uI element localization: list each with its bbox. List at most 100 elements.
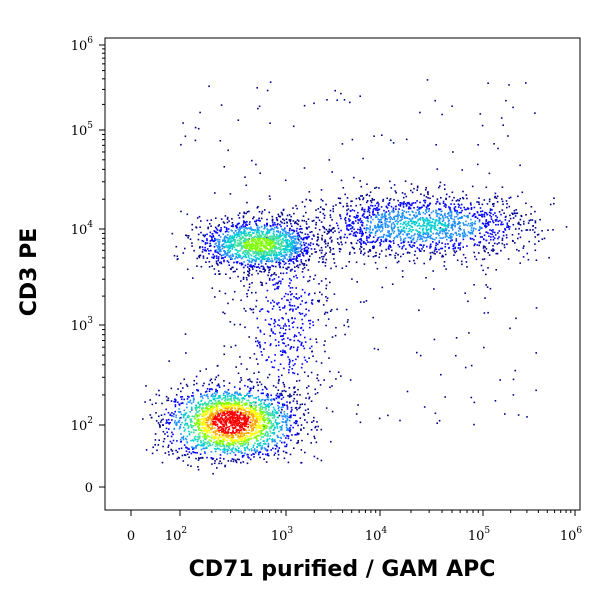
event-dot: [287, 299, 289, 302]
event-dot: [219, 253, 221, 256]
event-dot: [317, 425, 319, 428]
event-dot: [256, 449, 258, 452]
event-dot: [205, 394, 207, 397]
event-dot: [277, 449, 280, 452]
event-dot: [233, 398, 236, 400]
event-dot: [289, 308, 292, 310]
event-dot: [456, 259, 459, 262]
event-dot: [238, 237, 241, 240]
event-dot: [289, 254, 291, 256]
event-dot: [233, 261, 235, 264]
event-dot: [249, 248, 252, 251]
event-dot: [260, 432, 263, 434]
event-dot: [234, 459, 237, 462]
event-dot: [274, 236, 276, 238]
event-dot: [413, 207, 415, 209]
event-dot: [432, 241, 434, 243]
event-dot: [371, 199, 374, 201]
event-dot: [238, 230, 240, 233]
event-dot: [265, 407, 267, 410]
event-dot: [305, 308, 307, 310]
event-dot: [219, 236, 222, 238]
event-dot: [501, 200, 504, 203]
event-dot: [197, 127, 200, 130]
event-dot: [419, 213, 421, 216]
event-dot: [185, 418, 187, 420]
event-dot: [463, 234, 465, 237]
event-dot: [189, 411, 192, 413]
event-dot: [359, 198, 361, 201]
event-dot: [495, 252, 497, 255]
event-dot: [301, 271, 304, 273]
event-dot: [488, 211, 491, 214]
event-dot: [372, 247, 375, 249]
event-dot: [237, 398, 239, 401]
event-dot: [268, 236, 270, 238]
event-dot: [324, 242, 327, 245]
event-dot: [208, 261, 211, 263]
event-dot: [248, 449, 251, 451]
event-dot: [236, 244, 239, 247]
event-dot: [232, 443, 234, 446]
event-dot: [450, 224, 453, 226]
event-dot: [215, 217, 217, 219]
event-dot: [284, 179, 287, 182]
event-dot: [204, 246, 206, 249]
event-dot: [386, 197, 388, 200]
event-dot: [326, 299, 328, 302]
event-dot: [170, 400, 173, 402]
event-dot: [185, 352, 187, 354]
event-dot: [281, 232, 284, 235]
event-dot: [324, 240, 327, 243]
event-dot: [301, 251, 303, 254]
event-dot: [289, 252, 292, 254]
event-dot: [165, 422, 167, 424]
event-dot: [382, 198, 385, 201]
event-dot: [275, 397, 278, 400]
event-dot: [403, 222, 406, 225]
event-dot: [191, 223, 193, 226]
event-dot: [235, 255, 237, 258]
event-dot: [171, 442, 173, 444]
event-dot: [268, 249, 271, 252]
event-dot: [283, 367, 285, 370]
event-dot: [315, 221, 318, 224]
event-dot: [424, 189, 427, 191]
event-dot: [188, 448, 190, 450]
event-dot: [287, 356, 289, 358]
event-dot: [310, 248, 313, 250]
event-dot: [506, 226, 508, 228]
event-dot: [278, 280, 281, 283]
event-dot: [348, 224, 350, 226]
event-dot: [430, 224, 433, 227]
event-dot: [246, 453, 248, 456]
event-dot: [292, 346, 295, 349]
event-dot: [250, 238, 253, 241]
event-dot: [206, 238, 208, 240]
event-dot: [221, 247, 224, 250]
event-dot: [191, 420, 194, 423]
event-dot: [286, 242, 288, 245]
event-dot: [283, 435, 286, 437]
event-dot: [276, 257, 278, 260]
event-dot: [391, 210, 393, 213]
event-dot: [403, 241, 405, 244]
event-dot: [277, 237, 280, 239]
event-dot: [227, 246, 230, 248]
event-dot: [308, 396, 311, 399]
event-dot: [248, 261, 251, 263]
event-dot: [188, 434, 191, 436]
event-dot: [208, 253, 210, 255]
event-dot: [175, 399, 177, 401]
event-dot: [205, 368, 207, 370]
event-dot: [256, 227, 259, 230]
event-dot: [255, 260, 257, 262]
event-dot: [242, 235, 244, 238]
event-dot: [295, 422, 298, 424]
event-dot: [431, 221, 433, 224]
event-dot: [394, 215, 397, 217]
event-dot: [177, 388, 179, 390]
event-dot: [310, 302, 313, 304]
event-dot: [231, 258, 233, 260]
event-dot: [294, 235, 296, 238]
